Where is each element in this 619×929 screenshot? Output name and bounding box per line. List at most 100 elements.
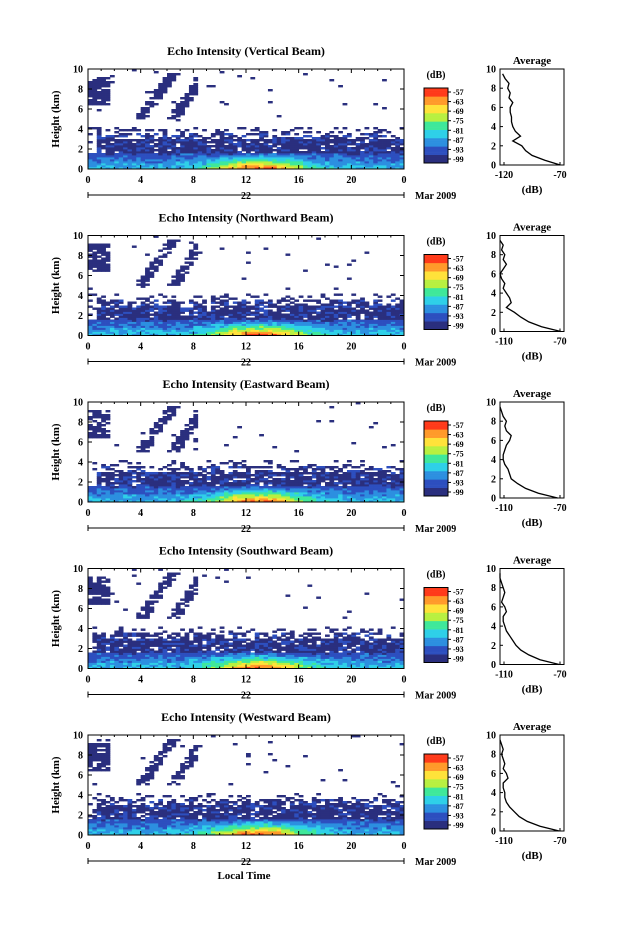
heatmap-cell — [333, 159, 339, 162]
heatmap-cell — [153, 658, 159, 661]
heatmap-cell — [92, 327, 98, 330]
heatmap-cell — [140, 442, 146, 445]
heatmap-cell — [241, 277, 247, 280]
heatmap-cell — [140, 478, 146, 481]
heatmap-cell — [364, 309, 370, 312]
heatmap-cell — [180, 438, 185, 441]
heatmap-cell — [175, 474, 181, 477]
heatmap-cell — [215, 333, 221, 336]
heatmap-cell — [333, 309, 339, 312]
heatmap-cell — [175, 107, 181, 110]
heatmap-cell — [390, 299, 396, 302]
heatmap-cell — [338, 293, 343, 296]
heatmap-cell — [355, 145, 361, 148]
heatmap-cell — [88, 299, 93, 302]
heatmap-cell — [153, 303, 159, 306]
heatmap-cell — [395, 297, 401, 300]
heatmap-cell — [140, 321, 146, 324]
heatmap-cell — [237, 474, 243, 477]
heatmap-cell — [197, 484, 203, 487]
heatmap-cell — [158, 640, 164, 643]
heatmap-cell — [254, 331, 260, 334]
heatmap-cell — [346, 319, 352, 322]
heatmap-cell — [311, 307, 317, 310]
heatmap-cell — [88, 81, 93, 84]
heatmap-cell — [101, 263, 106, 266]
heatmap-cell — [395, 331, 401, 334]
heatmap-cell — [346, 167, 352, 170]
heatmap-cell — [92, 590, 98, 593]
heatmap-cell — [145, 115, 150, 118]
heatmap-cell — [390, 492, 396, 495]
heatmap-cell — [325, 149, 330, 152]
heatmap-cell — [175, 113, 181, 116]
heatmap-cell — [153, 666, 159, 669]
heatmap-cell — [281, 137, 286, 140]
heatmap-cell — [175, 283, 181, 286]
heatmap-cell — [167, 584, 172, 587]
heatmap-cell — [259, 494, 264, 497]
heatmap-cell — [167, 313, 172, 316]
heatmap-cell — [109, 646, 115, 649]
heatmap-cell — [101, 576, 106, 579]
heatmap-cell — [263, 460, 269, 463]
heatmap-cell — [197, 317, 203, 320]
heatmap-cell — [289, 494, 295, 497]
heatmap-cell — [272, 484, 278, 487]
heatmap-cell — [92, 430, 98, 433]
heatmap-cell — [193, 474, 199, 477]
heatmap-cell — [171, 115, 177, 118]
heatmap-cell — [149, 307, 155, 310]
heatmap-cell — [158, 141, 164, 144]
heatmap-cell — [364, 321, 370, 324]
heatmap-cell — [171, 143, 177, 146]
heatmap-cell — [285, 139, 291, 142]
heatmap-cell — [167, 331, 172, 334]
heatmap-cell — [368, 486, 374, 489]
heatmap-cell — [241, 311, 247, 314]
heatmap-cell — [197, 468, 203, 471]
heatmap-cell — [184, 327, 190, 330]
heatmap-cell — [360, 301, 365, 304]
colorbar-segment — [424, 493, 448, 497]
heatmap-cell — [254, 157, 260, 160]
heatmap-cell — [276, 147, 282, 150]
colorbar-segment — [424, 312, 448, 316]
heatmap-cell — [329, 149, 335, 152]
heatmap-cell — [346, 153, 352, 156]
heatmap-cell — [92, 640, 98, 643]
heatmap-cell — [346, 163, 352, 166]
heatmap-cell — [158, 263, 164, 266]
heatmap-cell — [96, 97, 102, 100]
heatmap-cell — [267, 500, 273, 503]
heatmap-cell — [390, 151, 396, 154]
heatmap-cell — [153, 167, 159, 170]
heatmap-cell — [202, 323, 207, 326]
heatmap-cell — [140, 315, 146, 318]
heatmap-cell — [329, 319, 335, 322]
heatmap-cell — [180, 317, 185, 320]
heatmap-cell — [118, 470, 124, 473]
heatmap-field — [88, 402, 405, 503]
heatmap-cell — [153, 430, 159, 433]
heatmap-cell — [184, 307, 190, 310]
profile-y-tick-label: 10 — [486, 231, 496, 242]
heatmap-cell — [202, 329, 207, 332]
heatmap-cell — [272, 500, 278, 503]
heatmap-cell — [338, 470, 343, 473]
heatmap-cell — [158, 494, 164, 497]
heatmap-cell — [153, 71, 159, 74]
heatmap-cell — [298, 165, 304, 168]
heatmap-cell — [123, 311, 128, 314]
heatmap-cell — [175, 606, 181, 609]
heatmap-cell — [184, 157, 190, 160]
heatmap-cell — [316, 496, 322, 499]
heatmap-cell — [281, 165, 286, 168]
heatmap-cell — [395, 137, 401, 140]
heatmap-cell — [355, 149, 361, 152]
heatmap-cell — [377, 157, 383, 160]
heatmap-cell — [224, 161, 229, 164]
heatmap-cell — [360, 159, 365, 162]
heatmap-cell — [232, 317, 238, 320]
heatmap-cell — [140, 139, 146, 142]
